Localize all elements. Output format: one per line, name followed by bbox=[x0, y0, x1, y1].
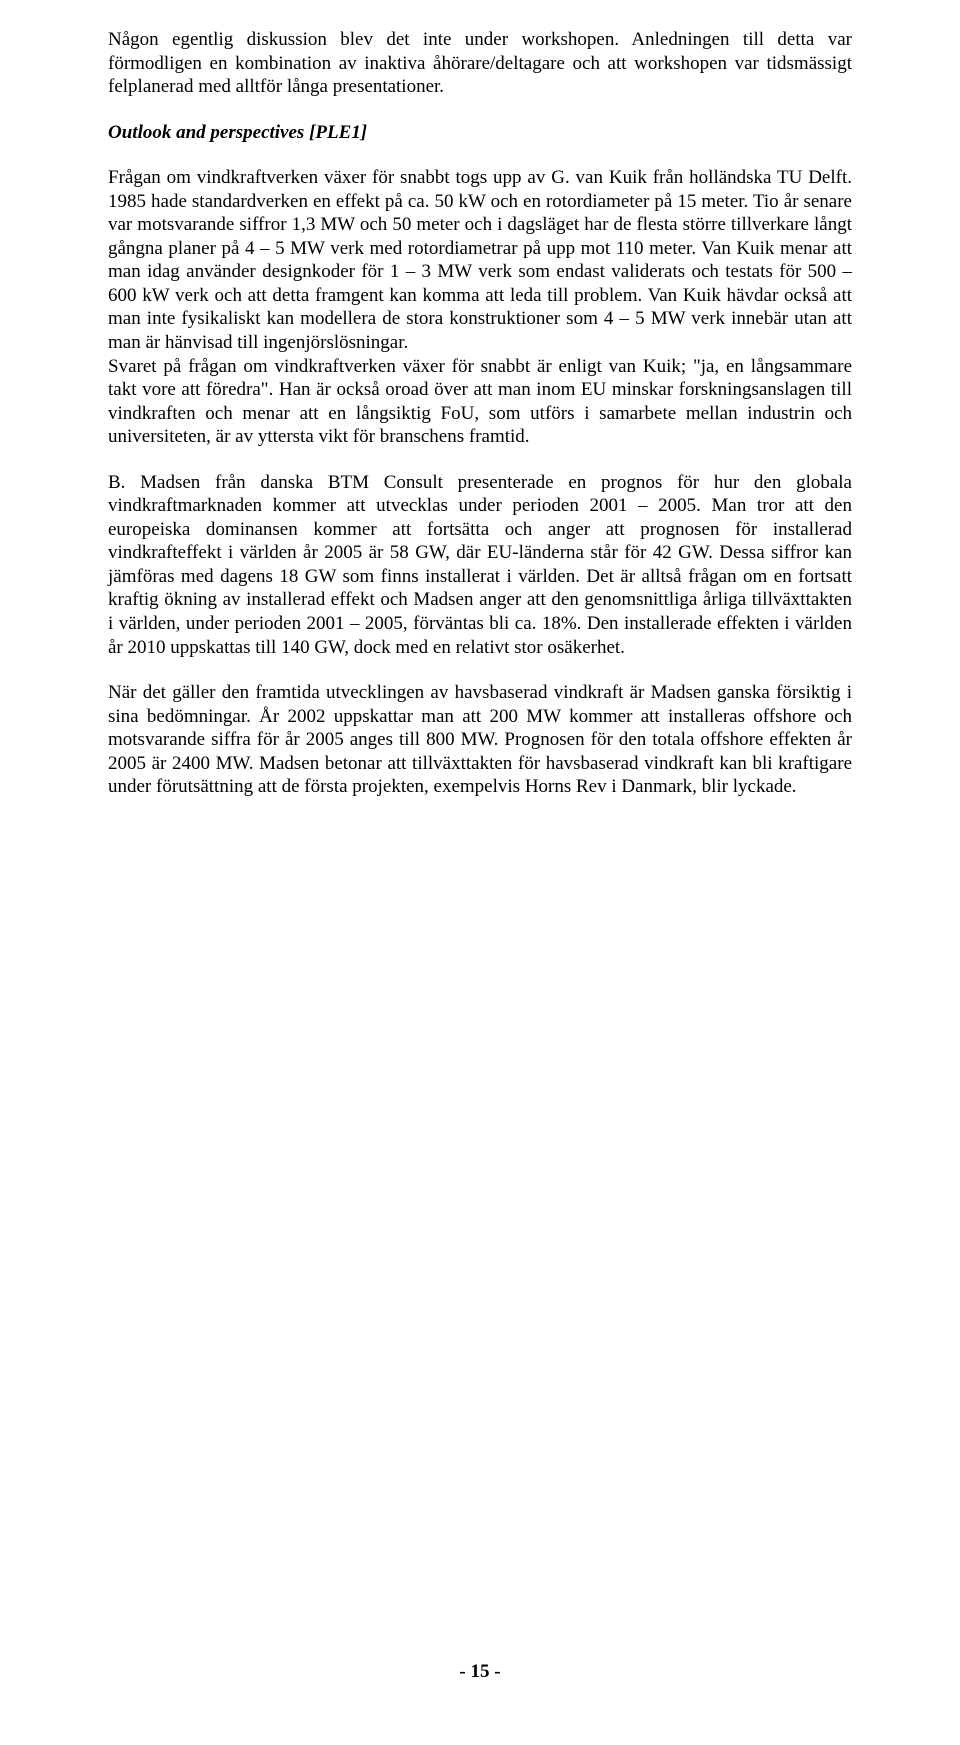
document-page: Någon egentlig diskussion blev det inte … bbox=[0, 0, 960, 1745]
paragraph-van-kuik-1: Frågan om vindkraftverken växer för snab… bbox=[108, 166, 852, 354]
section-heading-outlook: Outlook and perspectives [PLE1] bbox=[108, 121, 852, 145]
paragraph-madsen-2: När det gäller den framtida utvecklingen… bbox=[108, 681, 852, 799]
paragraph-intro: Någon egentlig diskussion blev det inte … bbox=[108, 28, 852, 99]
paragraph-madsen-1: B. Madsen från danska BTM Consult presen… bbox=[108, 471, 852, 659]
paragraph-van-kuik-2: Svaret på frågan om vindkraftverken växe… bbox=[108, 355, 852, 449]
page-number: - 15 - bbox=[0, 1661, 960, 1683]
